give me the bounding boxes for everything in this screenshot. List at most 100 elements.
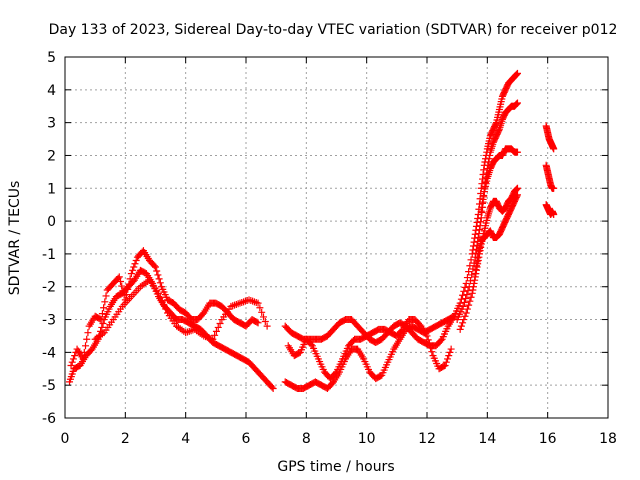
- y-tick-label: -3: [42, 313, 56, 329]
- data-point: [444, 355, 452, 363]
- x-axis-label: GPS time / hours: [277, 459, 394, 475]
- series-trace-c: [91, 276, 271, 343]
- data-point: [476, 195, 484, 203]
- data-point: [477, 218, 485, 226]
- data-point: [468, 289, 476, 297]
- series-trace-m: [542, 161, 558, 192]
- data-point: [472, 226, 480, 234]
- data-point: [259, 313, 267, 321]
- data-point: [512, 100, 520, 108]
- data-point: [482, 178, 490, 186]
- data-point: [462, 309, 470, 317]
- data-point: [155, 289, 163, 297]
- data-point: [478, 203, 486, 211]
- data-point: [307, 340, 315, 348]
- data-point: [514, 148, 521, 156]
- data-point: [469, 242, 477, 250]
- data-point: [98, 310, 106, 318]
- data-point: [474, 211, 482, 219]
- data-point: [256, 304, 264, 312]
- data-point: [463, 274, 471, 282]
- data-point: [102, 292, 110, 300]
- data-point: [465, 301, 473, 309]
- data-point: [211, 331, 219, 339]
- x-tick-label: 2: [121, 431, 130, 447]
- data-point: [428, 348, 436, 356]
- data-point: [467, 293, 475, 301]
- y-tick-label: 3: [47, 116, 56, 132]
- data-point: [254, 319, 262, 327]
- data-point: [162, 305, 170, 313]
- data-point: [465, 268, 473, 276]
- x-tick-labels: 0 2 4 6 8 10 12 14 16 18: [61, 431, 617, 447]
- data-point: [445, 352, 453, 360]
- data-point: [269, 384, 277, 392]
- data-point: [129, 266, 137, 274]
- data-point: [115, 273, 123, 281]
- data-point: [462, 295, 470, 303]
- data-point: [480, 191, 488, 199]
- data-point: [482, 174, 490, 182]
- data-point: [124, 285, 132, 293]
- data-point: [550, 184, 558, 192]
- data-point: [67, 361, 75, 369]
- data-point: [261, 318, 269, 326]
- data-point: [254, 299, 262, 307]
- series-trace-j: [471, 191, 521, 278]
- data-point: [461, 283, 469, 291]
- y-tick-label: 1: [47, 181, 56, 197]
- data-point: [480, 166, 488, 174]
- data-point: [69, 355, 77, 363]
- chart-title: Day 133 of 2023, Sidereal Day-to-day VTE…: [49, 22, 618, 38]
- data-point: [456, 299, 464, 307]
- data-point: [83, 335, 91, 343]
- data-point: [477, 207, 485, 215]
- y-tick-label: -5: [42, 378, 56, 394]
- data-point: [483, 169, 491, 177]
- data-point: [472, 266, 480, 274]
- data-point: [71, 352, 79, 360]
- data-point: [471, 276, 479, 284]
- data-point: [550, 211, 558, 219]
- data-point: [469, 265, 477, 273]
- data-point: [123, 291, 131, 299]
- x-tick-label: 18: [599, 431, 617, 447]
- data-point: [154, 271, 162, 279]
- data-point: [471, 270, 479, 278]
- data-point: [427, 344, 435, 352]
- data-point: [514, 184, 521, 192]
- series-trace-a: [66, 266, 277, 392]
- data-point: [550, 145, 558, 153]
- data-point: [440, 362, 448, 370]
- data-point: [475, 253, 483, 261]
- data-point: [459, 319, 467, 327]
- series-trace-f: [284, 316, 455, 383]
- data-point: [513, 192, 521, 200]
- data-point: [483, 165, 491, 173]
- data-point: [268, 383, 276, 391]
- data-point: [425, 340, 433, 348]
- data-point: [100, 304, 108, 312]
- data-point: [463, 291, 471, 299]
- axis-ticks: [64, 56, 609, 419]
- data-point: [467, 256, 475, 264]
- data-point: [474, 254, 482, 262]
- data-point: [495, 127, 503, 135]
- data-point: [99, 319, 107, 327]
- data-point: [469, 286, 477, 294]
- y-tick-label: -2: [42, 280, 56, 296]
- data-point: [216, 319, 224, 327]
- data-point: [446, 348, 454, 356]
- data-point: [469, 246, 477, 254]
- data-point: [150, 262, 158, 270]
- y-tick-label: 2: [47, 148, 56, 164]
- data-point: [258, 308, 266, 316]
- data-point: [513, 70, 521, 78]
- series-trace-k: [477, 99, 521, 215]
- data-point: [485, 158, 493, 166]
- data-point: [125, 280, 133, 288]
- data-point: [158, 297, 166, 305]
- data-point: [469, 283, 477, 291]
- data-point: [209, 335, 217, 343]
